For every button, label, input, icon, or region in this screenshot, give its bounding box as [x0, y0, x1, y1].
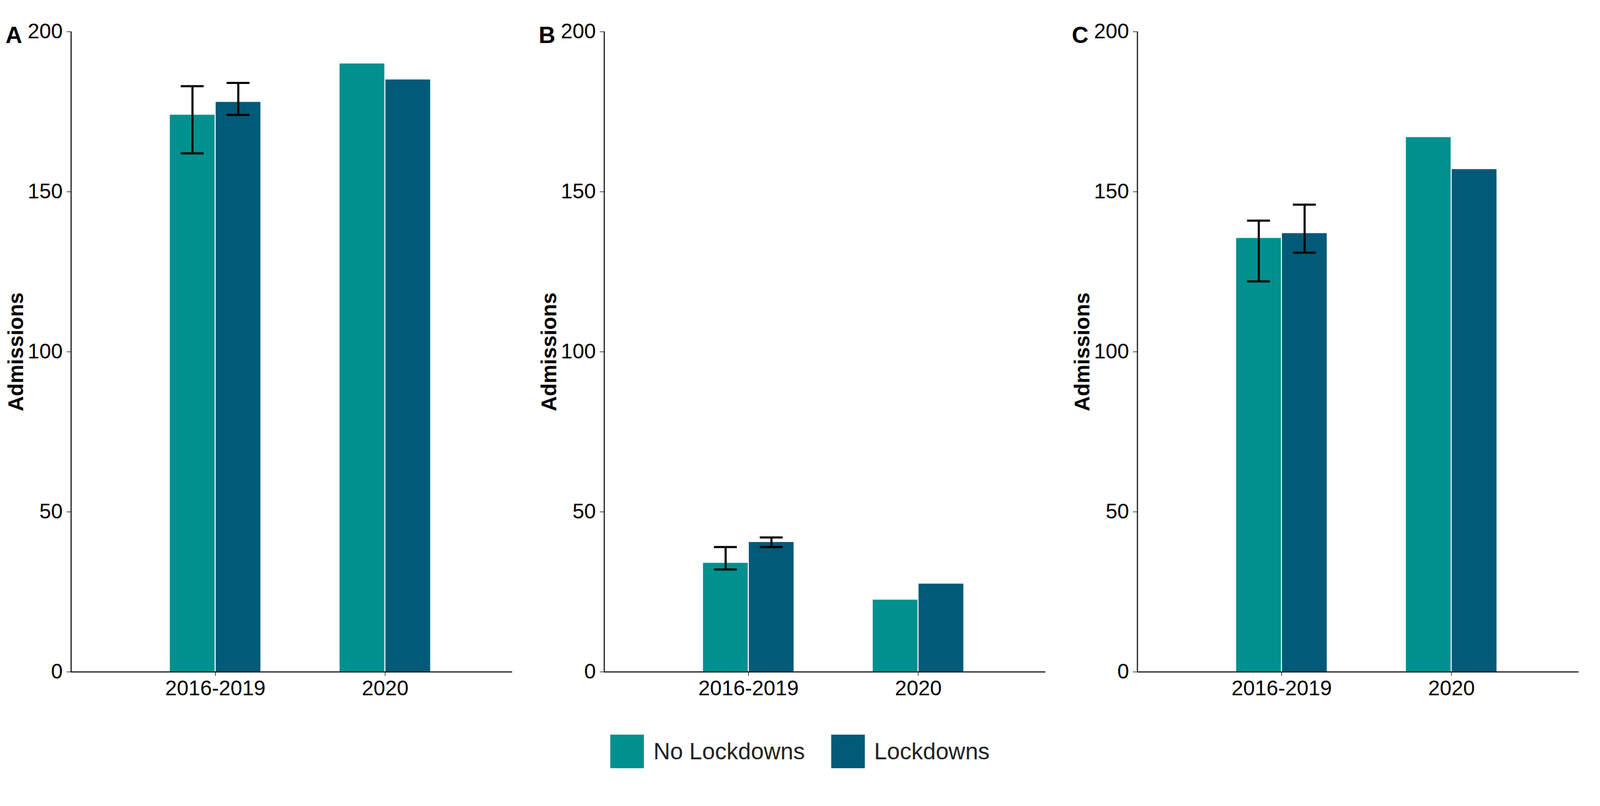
svg-text:0: 0: [50, 659, 63, 683]
svg-text:200: 200: [27, 19, 63, 43]
svg-text:100: 100: [1094, 339, 1130, 363]
svg-text:150: 150: [1094, 179, 1130, 203]
svg-text:Admissions: Admissions: [1070, 292, 1094, 412]
svg-text:200: 200: [1094, 19, 1130, 43]
svg-text:200: 200: [560, 19, 597, 43]
svg-text:0: 0: [1117, 659, 1129, 683]
svg-text:2016-2019: 2016-2019: [1231, 676, 1332, 700]
svg-text:2016-2019: 2016-2019: [698, 676, 799, 700]
svg-text:150: 150: [560, 179, 597, 203]
svg-text:C: C: [1072, 22, 1089, 48]
svg-text:100: 100: [560, 339, 597, 363]
svg-text:50: 50: [1105, 499, 1130, 523]
svg-text:Admissions: Admissions: [4, 292, 28, 412]
svg-text:100: 100: [27, 339, 63, 363]
svg-text:50: 50: [39, 499, 63, 523]
html-text:No Lockdowns: No Lockdowns: [653, 738, 805, 765]
svg-text:B: B: [538, 22, 556, 48]
svg-text:Admissions: Admissions: [537, 292, 561, 412]
svg-text:2020: 2020: [1427, 676, 1475, 700]
svg-text:A: A: [5, 22, 23, 48]
svg-text:2020: 2020: [894, 676, 942, 700]
html-text:Lockdowns: Lockdowns: [874, 738, 990, 765]
svg-text:2016-2019: 2016-2019: [165, 676, 266, 700]
svg-text:2020: 2020: [361, 676, 409, 700]
svg-text:150: 150: [27, 179, 63, 203]
svg-text:50: 50: [572, 499, 597, 523]
svg-text:0: 0: [584, 659, 596, 683]
